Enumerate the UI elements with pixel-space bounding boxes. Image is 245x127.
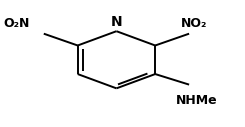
- Text: N: N: [111, 15, 122, 29]
- Text: NO₂: NO₂: [181, 17, 207, 30]
- Text: O₂N: O₂N: [4, 17, 30, 30]
- Text: NHMe: NHMe: [176, 94, 217, 107]
